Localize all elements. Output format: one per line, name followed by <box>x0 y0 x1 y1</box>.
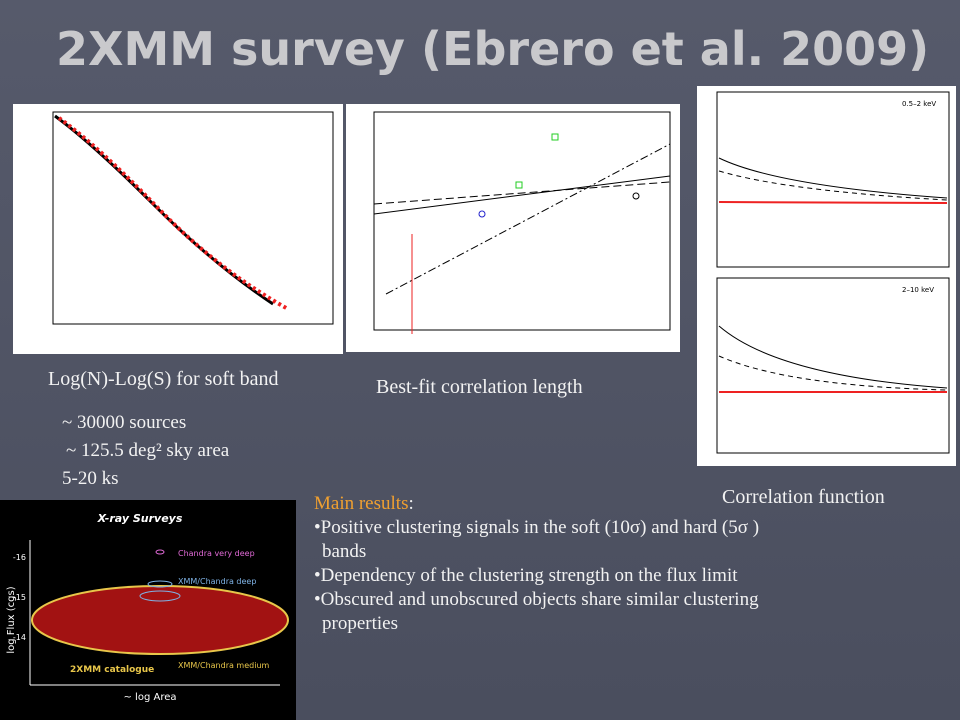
result-text: Positive clustering signals in the soft … <box>320 517 760 562</box>
figure-caption: Best-fit correlation length <box>376 376 583 398</box>
tick-label: -15 <box>13 593 26 602</box>
stat: ~ 30000 sources <box>62 412 187 433</box>
slide-title: 2XMM survey (Ebrero et al. 2009) <box>56 22 930 76</box>
correlation-length-figure <box>346 104 680 352</box>
result-text: Dependency of the clustering strength on… <box>320 565 738 586</box>
annotation: 2XMM catalogue <box>70 665 154 675</box>
heading-text: Main results <box>314 493 409 514</box>
results: Main results: Positive clustering signal… <box>314 492 774 636</box>
result-item: Positive clustering signals in the soft … <box>314 516 774 564</box>
xray-surveys-figure: X-ray Surveys log Flux (cgs) ~ log Area … <box>0 500 296 720</box>
result-item: Dependency of the clustering strength on… <box>314 564 774 588</box>
figure-caption: Correlation function <box>722 486 885 508</box>
figure-caption: Log(N)-Log(S) for soft band <box>48 368 279 390</box>
result-item: Obscured and unobscured objects share si… <box>314 588 774 636</box>
panel-label: 2–10 keV <box>902 286 934 294</box>
axis-label: ~ log Area <box>124 692 177 703</box>
figure-title: X-ray Surveys <box>97 512 183 525</box>
lognlogs-figure <box>13 104 343 354</box>
stat: 5-20 ks <box>62 468 119 489</box>
annotation: Chandra very deep <box>178 549 255 558</box>
axis-label: log Flux (cgs) <box>6 586 17 653</box>
stat: ~ 125.5 deg² sky area <box>66 440 230 461</box>
results-list: Positive clustering signals in the soft … <box>314 516 774 636</box>
annotation: XMM/Chandra medium <box>178 661 270 670</box>
results-heading: Main results: <box>314 493 414 514</box>
panel-label: 0.5–2 keV <box>902 100 936 108</box>
correlation-function-figure: 0.5–2 keV 2–10 keV <box>697 86 956 466</box>
tick-label: -14 <box>13 633 26 642</box>
result-text: Obscured and unobscured objects share si… <box>320 589 759 634</box>
annotation: XMM/Chandra deep <box>178 577 256 586</box>
tick-label: -16 <box>13 553 26 562</box>
